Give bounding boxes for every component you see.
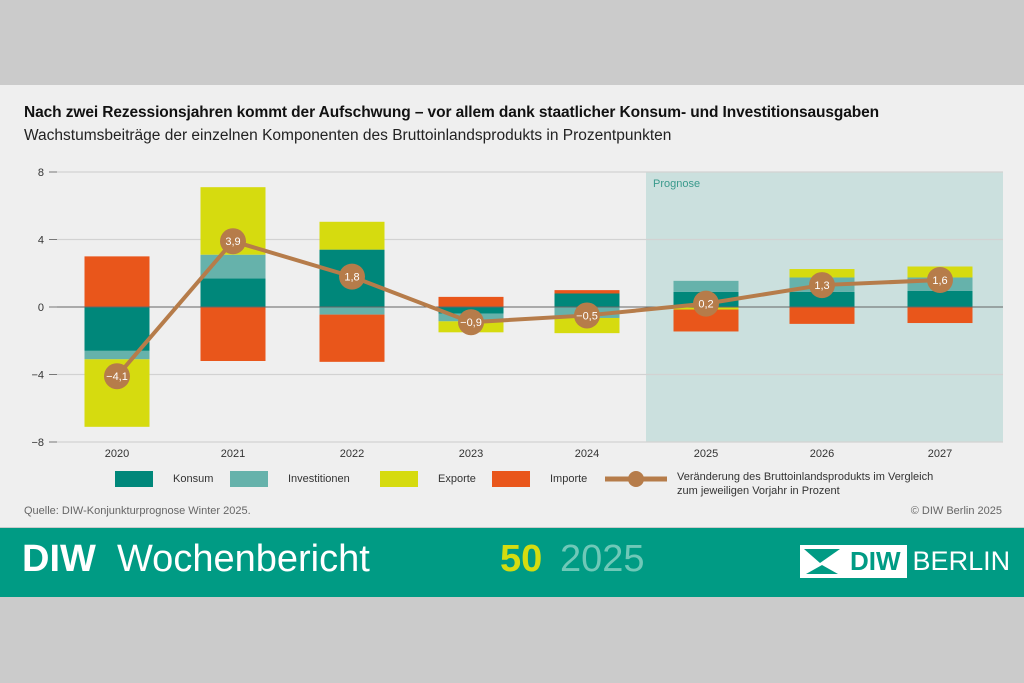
legend-bip-line: Veränderung des Bruttoinlandsprodukts im…	[605, 470, 933, 502]
legend-label: zum jeweiligen Vorjahr in Prozent	[677, 485, 840, 497]
diw-logo-mark-icon	[800, 545, 844, 578]
legend-investitionen: Investitionen	[230, 470, 350, 488]
bar-investitionen-2020	[84, 350, 150, 360]
x-tick-label: 2022	[340, 448, 364, 460]
x-tick-label: 2025	[694, 448, 718, 460]
chart-title: Nach zwei Rezessionsjahren kommt der Auf…	[24, 104, 880, 121]
bip-line	[115, 238, 941, 378]
bar-investitionen-2025	[673, 280, 739, 292]
bar-konsum-2024	[554, 293, 620, 307]
x-tick-label: 2023	[459, 448, 483, 460]
issue-year: 2025	[560, 538, 645, 580]
bip-point-2023	[458, 309, 484, 336]
bip-data-label: 1,8	[344, 272, 359, 284]
y-tick-label: −8	[31, 437, 44, 449]
bar-importe-2022	[319, 314, 385, 362]
brand-diw: DIW	[22, 538, 96, 580]
bar-exporte-2022	[319, 221, 385, 250]
issue-number: 50	[500, 538, 543, 580]
logo-diw-text: DIW	[844, 545, 907, 578]
diw-berlin-logo: DIW BERLIN	[800, 545, 1010, 578]
bip-data-label: 1,6	[932, 275, 947, 287]
bip-data-label: 3,9	[225, 236, 240, 248]
bar-importe-2021	[200, 307, 266, 361]
bar-konsum-2020	[84, 307, 150, 351]
bar-konsum-2021	[200, 278, 266, 307]
bip-point-2022	[339, 263, 365, 290]
legend-label: Exporte	[438, 473, 476, 485]
chart-subtitle: Wachstumsbeiträge der einzelnen Komponen…	[24, 127, 672, 144]
legend-swatch	[380, 471, 418, 487]
legend-swatch	[230, 471, 268, 487]
bip-point-2020	[104, 363, 130, 390]
legend-konsum: Konsum	[115, 470, 213, 488]
bar-importe-2026	[789, 307, 855, 324]
legend-importe: Importe	[492, 470, 587, 488]
x-tick-label: 2021	[221, 448, 245, 460]
copyright: © DIW Berlin 2025	[910, 505, 1002, 517]
bip-point-2027	[927, 267, 953, 293]
bip-data-label: −4,1	[106, 371, 128, 383]
legend-line-marker-icon	[605, 471, 667, 487]
y-tick-label: 4	[38, 235, 44, 247]
legend-swatch	[492, 471, 530, 487]
bar-investitionen-2022	[319, 307, 385, 315]
source-note: Quelle: DIW-Konjunkturprognose Winter 20…	[24, 505, 251, 517]
bip-data-label: −0,5	[576, 310, 598, 322]
brand-wochenbericht: Wochenbericht	[117, 538, 370, 580]
bar-importe-2023	[438, 296, 504, 307]
legend-label: Konsum	[173, 473, 214, 485]
x-tick-label: 2027	[928, 448, 952, 460]
bar-konsum-2027	[907, 290, 973, 307]
x-tick-label: 2020	[105, 448, 129, 460]
legend-exporte: Exporte	[380, 470, 476, 488]
bip-point-2026	[809, 272, 835, 299]
bip-data-label: −0,9	[460, 317, 482, 329]
y-tick-label: 0	[38, 302, 44, 314]
bar-importe-2027	[907, 307, 973, 324]
logo-berlin-text: BERLIN	[912, 546, 1011, 576]
legend-swatch	[115, 471, 153, 487]
y-tick-label: 8	[38, 167, 44, 179]
legend-label: Veränderung des Bruttoinlandsprodukts im…	[677, 471, 934, 483]
bar-importe-2020	[84, 256, 150, 307]
bip-data-label: 1,3	[814, 280, 829, 292]
x-tick-label: 2024	[575, 448, 599, 460]
bip-point-2025	[693, 290, 719, 317]
bar-importe-2024	[554, 290, 620, 294]
x-tick-label: 2026	[810, 448, 834, 460]
bar-konsum-2026	[789, 291, 855, 307]
y-tick-label: −4	[31, 370, 44, 382]
bip-point-2024	[574, 302, 600, 329]
legend-label: Investitionen	[288, 473, 350, 485]
bip-data-label: 0,2	[698, 299, 713, 311]
prognose-label: Prognose	[653, 178, 700, 190]
legend-label: Importe	[550, 473, 588, 485]
bip-point-2021	[220, 228, 246, 255]
bar-importe-2025	[673, 309, 739, 332]
